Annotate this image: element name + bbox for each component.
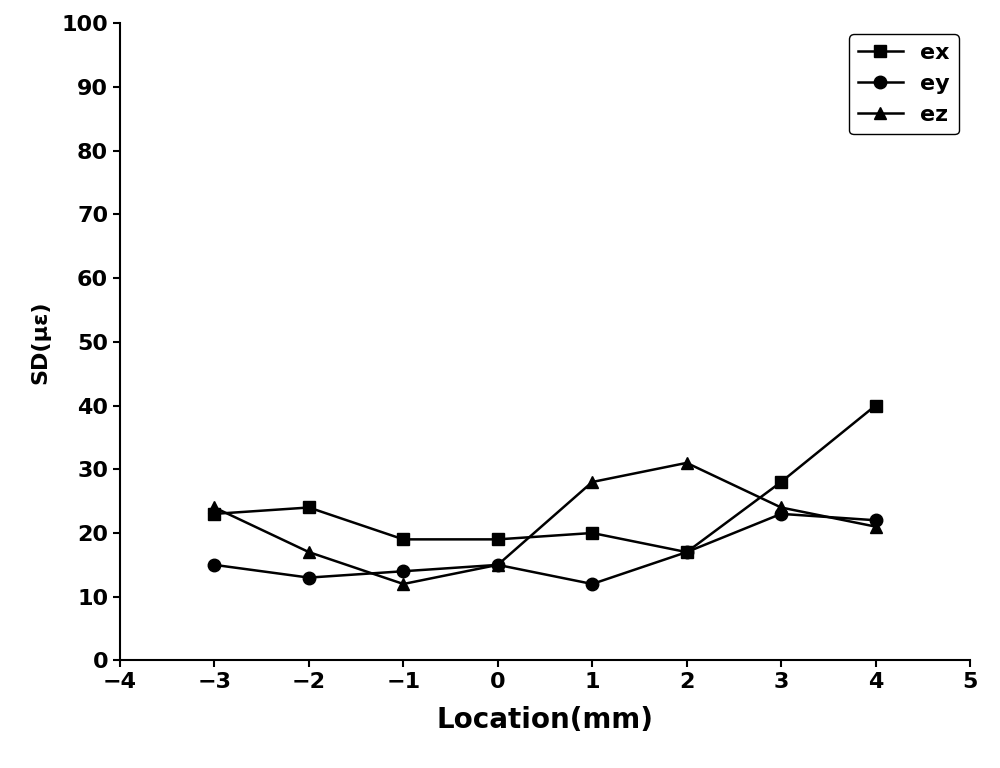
ey — [397, 567, 409, 576]
ex — [492, 535, 504, 544]
ez — [397, 579, 409, 588]
ex — [397, 535, 409, 544]
ez — [681, 458, 693, 468]
ez — [775, 503, 787, 512]
ez — [303, 548, 315, 557]
ex — [208, 509, 220, 518]
ex — [870, 401, 882, 410]
Line: ez: ez — [208, 457, 882, 591]
Line: ex: ex — [208, 399, 882, 558]
ey — [870, 515, 882, 525]
ey — [492, 561, 504, 570]
ez — [586, 478, 598, 487]
ex — [586, 528, 598, 538]
ey — [681, 548, 693, 557]
X-axis label: Location(mm): Location(mm) — [436, 706, 654, 734]
Y-axis label: SD(με): SD(με) — [30, 300, 50, 383]
ey — [775, 509, 787, 518]
ey — [208, 561, 220, 570]
ez — [492, 561, 504, 570]
ey — [586, 579, 598, 588]
ex — [303, 503, 315, 512]
ez — [208, 503, 220, 512]
ey — [303, 573, 315, 582]
ex — [775, 478, 787, 487]
Line: ey: ey — [208, 508, 882, 591]
ez — [870, 522, 882, 531]
Legend: ex, ey, ez: ex, ey, ez — [849, 34, 959, 134]
ex — [681, 548, 693, 557]
